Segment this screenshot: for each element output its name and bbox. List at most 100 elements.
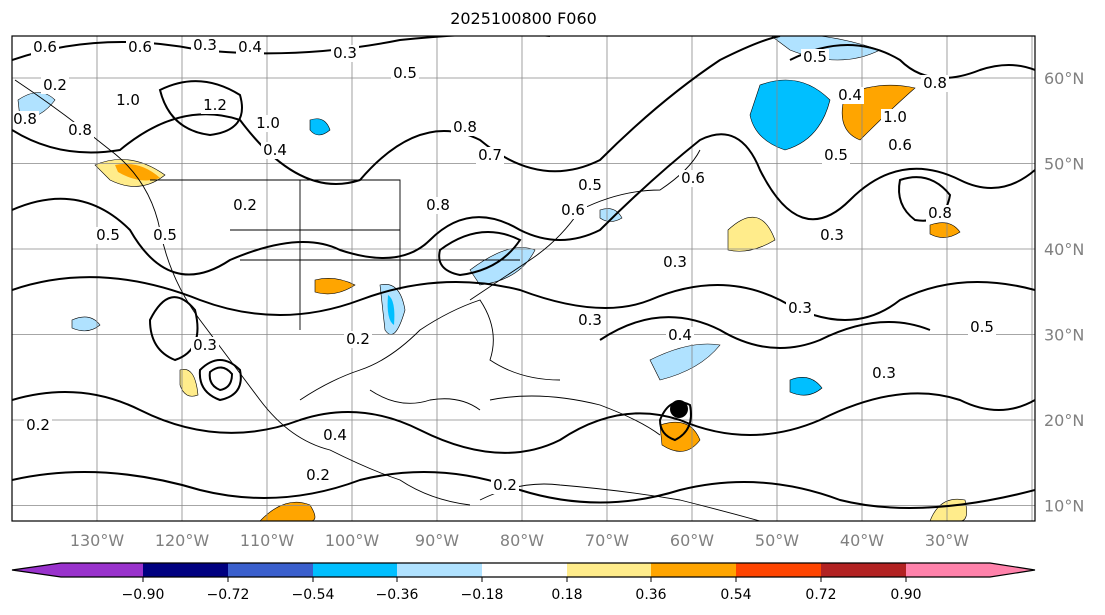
longitude-label: 60°W: [670, 531, 714, 550]
contour-label-bg: [801, 49, 829, 66]
contour-label: 0.6: [33, 38, 57, 56]
contour-label: 1.2: [203, 96, 227, 114]
contour-label-bg: [114, 92, 142, 109]
fill-positive: [727, 216, 776, 252]
contour-label: 0.8: [426, 196, 450, 214]
colorbar-segment: [313, 563, 397, 577]
contour-label-bg: [31, 39, 59, 56]
contour-line: [789, 44, 1035, 79]
colorbar-tick-label: 0.54: [720, 587, 751, 603]
coastline: [299, 299, 561, 401]
contour-label-bg: [304, 467, 332, 484]
fill-negative: [749, 79, 831, 151]
contour-label: 0.5: [153, 226, 177, 244]
contour-label-bg: [661, 254, 689, 271]
contour-label-bg: [236, 39, 264, 56]
longitude-label: 50°W: [755, 531, 799, 550]
contour-label: 0.2: [306, 466, 330, 484]
colorbar-tick-label: −0.18: [461, 587, 504, 603]
contour-label-bg: [261, 142, 289, 159]
contour-label: 0.3: [820, 226, 844, 244]
colorbar-segment: [736, 563, 821, 577]
contour-label: 0.5: [803, 48, 827, 66]
contour-line: [158, 80, 243, 137]
colorbar-segment: [482, 563, 567, 577]
contour-label: 0.3: [578, 311, 602, 329]
contour-line: [12, 471, 1035, 509]
latitude-label: 10°N: [1044, 497, 1084, 516]
contour-label-bg: [66, 122, 94, 139]
contour-line: [12, 36, 550, 61]
colorbar-segment: [397, 563, 482, 577]
contour-label-bg: [822, 147, 850, 164]
contour-label-bg: [331, 45, 359, 62]
fill-positive: [179, 368, 199, 397]
contour-label: 0.5: [96, 226, 120, 244]
colorbar-tick-label: −0.54: [292, 587, 335, 603]
colorbar: −0.90 −0.72 −0.54 −0.36 −0.18 0.18 0.36 0.54 0.7…: [11, 562, 1036, 603]
fill-positive: [929, 498, 967, 521]
longitude-label: 90°W: [415, 531, 459, 550]
fill-positive: [259, 501, 316, 521]
contour-label: 1.0: [256, 114, 280, 132]
contour-label: 0.2: [493, 476, 517, 494]
contour-label: 0.8: [453, 118, 477, 136]
longitude-label: 110°W: [240, 531, 295, 550]
contour-label: 0.4: [238, 38, 262, 56]
colorbar-segment: [567, 563, 651, 577]
contour-label: 0.5: [824, 146, 848, 164]
contour-label-bg: [424, 197, 452, 214]
contour-label-bg: [968, 319, 996, 336]
coastline: [489, 395, 661, 436]
coastline: [469, 149, 701, 301]
colorbar-tick-label: 0.72: [805, 587, 836, 603]
contour-label: 0.5: [393, 64, 417, 82]
longitude-label: 70°W: [585, 531, 629, 550]
contour-labels: 0.6 0.6 0.3 0.4 0.3 0.5 0.8 1.0 1.2 1.0 0.8 0.4 0.5 0…: [11, 36, 996, 494]
contour-label: 0.4: [668, 326, 692, 344]
contour-line: [438, 231, 522, 277]
contour-label-bg: [201, 97, 229, 114]
colorbar-tick-label: −0.36: [376, 587, 419, 603]
contour-label-bg: [391, 65, 419, 82]
state-borders: [150, 179, 520, 330]
map-title: 2025100800 F060: [450, 9, 597, 28]
colorbar-segment: [228, 563, 313, 577]
contour-label: 0.2: [26, 416, 50, 434]
contour-label: 0.4: [263, 141, 287, 159]
colorbar-segment: [651, 563, 736, 577]
fill-positive: [115, 163, 160, 181]
longitude-label: 80°W: [500, 531, 544, 550]
fill-negative: [387, 295, 395, 325]
contour-label-bg: [870, 365, 898, 382]
contour-label: 0.4: [838, 86, 862, 104]
fill-negative: [649, 343, 721, 381]
longitude-labels: 130°W 120°W 110°W 100°W 90°W 80°W 70°W 60°W 50°W…: [70, 531, 969, 550]
contour-label-bg: [321, 427, 349, 444]
contour-label: 0.2: [346, 330, 370, 348]
contour-label-bg: [254, 115, 282, 132]
contour-label-bg: [786, 300, 814, 317]
contour-label-bg: [24, 417, 52, 434]
colorbar-tick-label: −0.90: [122, 587, 165, 603]
longitude-label: 120°W: [155, 531, 210, 550]
map-frame: [11, 35, 1036, 522]
contour-label-bg: [886, 137, 914, 154]
contour-label: 0.8: [928, 204, 952, 222]
colorbar-tick-label: −0.72: [207, 587, 250, 603]
latitude-label: 30°N: [1044, 326, 1084, 345]
contour-label-bg: [476, 147, 504, 164]
coastline: [479, 483, 761, 521]
latitude-label: 20°N: [1044, 411, 1084, 430]
longitude-label: 30°W: [925, 531, 969, 550]
fill-positive: [314, 278, 356, 295]
contour-label-bg: [191, 37, 219, 54]
contour-line: [198, 359, 242, 402]
latitude-label: 40°N: [1044, 240, 1084, 259]
contour-label: 0.3: [788, 299, 812, 317]
contour-label: 0.2: [233, 196, 257, 214]
contour-label: 0.5: [970, 318, 994, 336]
latitude-label: 60°N: [1044, 69, 1084, 88]
colorbar-tick-label: 0.36: [635, 587, 666, 603]
contour-label-bg: [921, 75, 949, 92]
